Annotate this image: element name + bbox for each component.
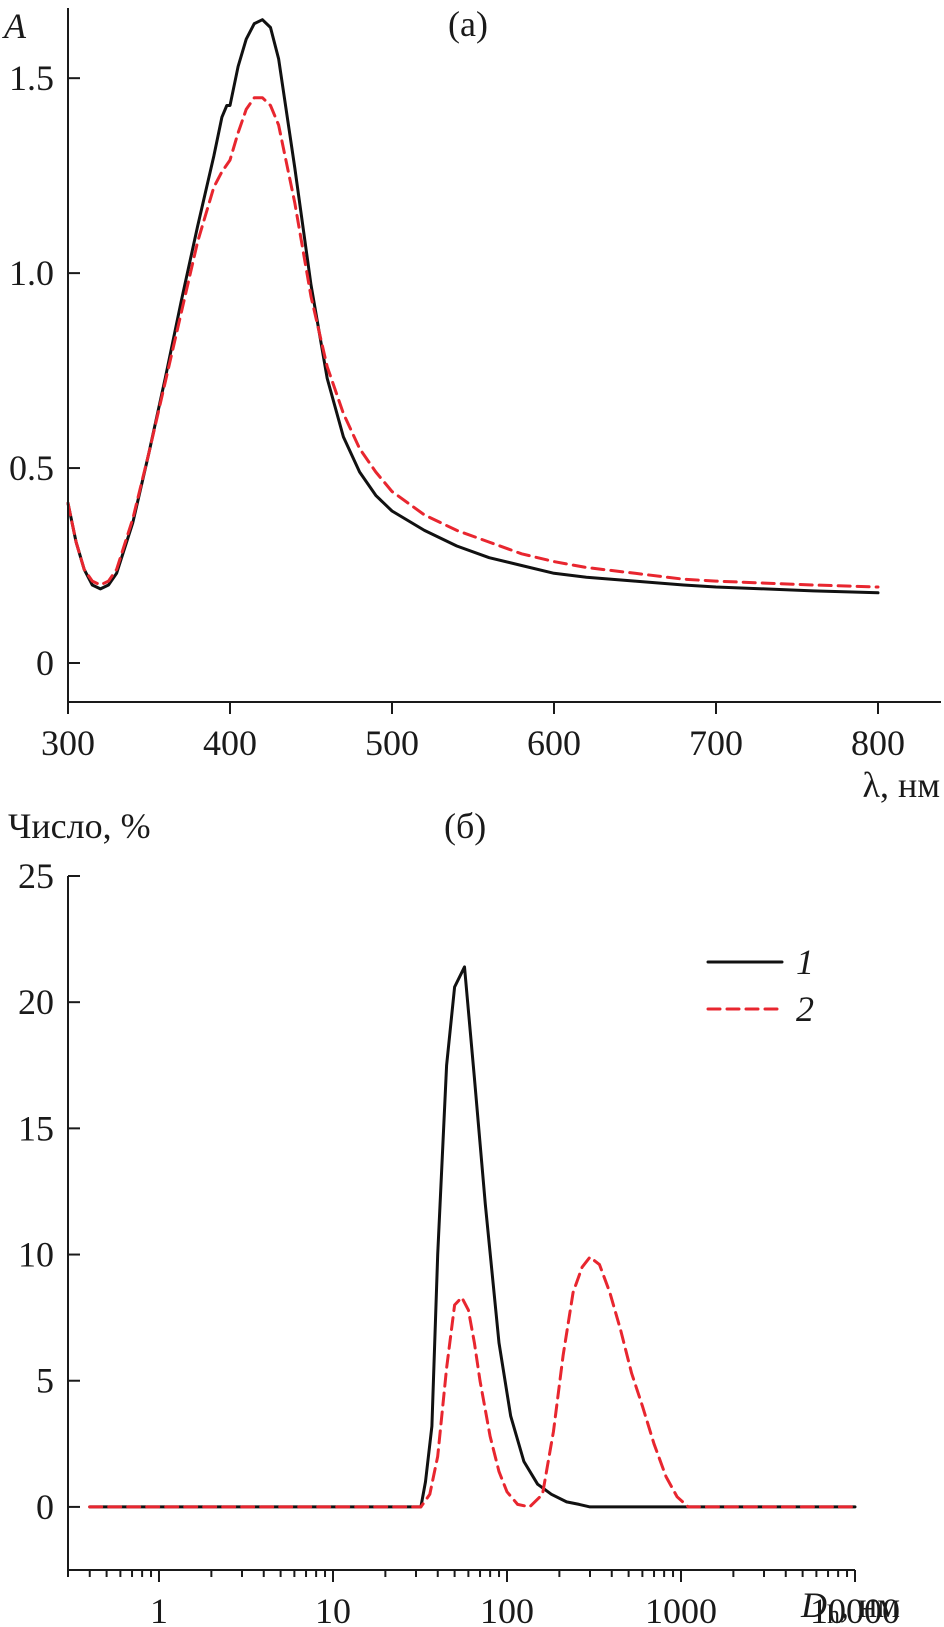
panel-b-ticks-group: 1 10 100 1000 10000 0 5 10 15 20 25 [18,856,900,1627]
panel-b-legend: 1 2 [706,942,814,1029]
panel-a-label: (a) [448,4,488,44]
panel-a-series-1-line [66,18,880,595]
x-tick-label: 10000 [810,1591,900,1627]
panel-b-xlabel-main: D [800,1585,827,1625]
y-tick-label: 0 [36,1487,54,1527]
y-tick-label: 0.5 [9,448,54,488]
y-tick-label: 15 [18,1108,54,1148]
panel-a-series-2-line [66,96,880,589]
x-tick-label: 800 [851,723,905,763]
panel-b-series-group [88,965,857,1509]
panel-b-series-2-line [88,1255,857,1509]
y-tick-label: 20 [18,982,54,1022]
y-tick-label: 10 [18,1235,54,1275]
panel-a-absorbance-chart: 300 400 500 600 700 800 0 0.5 1.0 1.5 A (a) λ, нм [2,4,941,805]
y-tick-label: 1.0 [9,253,54,293]
y-tick-label: 0 [36,643,54,683]
x-tick-label: 10 [315,1591,351,1627]
x-tick-label: 1 [150,1591,168,1627]
panel-b-xlabel-sub: h [827,1600,840,1627]
panel-b-xlabel: Dh, нм [800,1585,900,1627]
y-tick-label: 5 [36,1361,54,1401]
x-tick-label: 100 [480,1591,534,1627]
panel-b-ylabel: Число, % [8,806,151,846]
y-tick-label: 1.5 [9,58,54,98]
panel-b-series-1-line [88,965,857,1509]
legend-label-series-1: 1 [796,942,814,982]
panel-b-axis-frame [67,876,855,1571]
panel-b-size-distribution-chart: 1 10 100 1000 10000 0 5 10 15 20 25 Число, % (б) D… [8,806,900,1627]
x-tick-label: 300 [41,723,95,763]
panel-b-label: (б) [444,806,486,846]
panel-a-series-group [66,18,880,595]
x-tick-label: 700 [689,723,743,763]
panel-a-axis-frame [67,8,941,703]
panel-a-ylabel: A [2,6,27,46]
panel-b-xlabel-unit: , нм [840,1585,900,1625]
x-tick-label: 500 [365,723,419,763]
x-tick-label: 1000 [645,1591,717,1627]
y-tick-label: 25 [18,856,54,896]
x-tick-label: 600 [527,723,581,763]
panel-a-ticks-group: 300 400 500 600 700 800 0 0.5 1.0 1.5 [9,58,905,763]
legend-label-series-2: 2 [796,989,814,1029]
x-tick-label: 400 [203,723,257,763]
panel-a-xlabel: λ, нм [862,765,940,805]
